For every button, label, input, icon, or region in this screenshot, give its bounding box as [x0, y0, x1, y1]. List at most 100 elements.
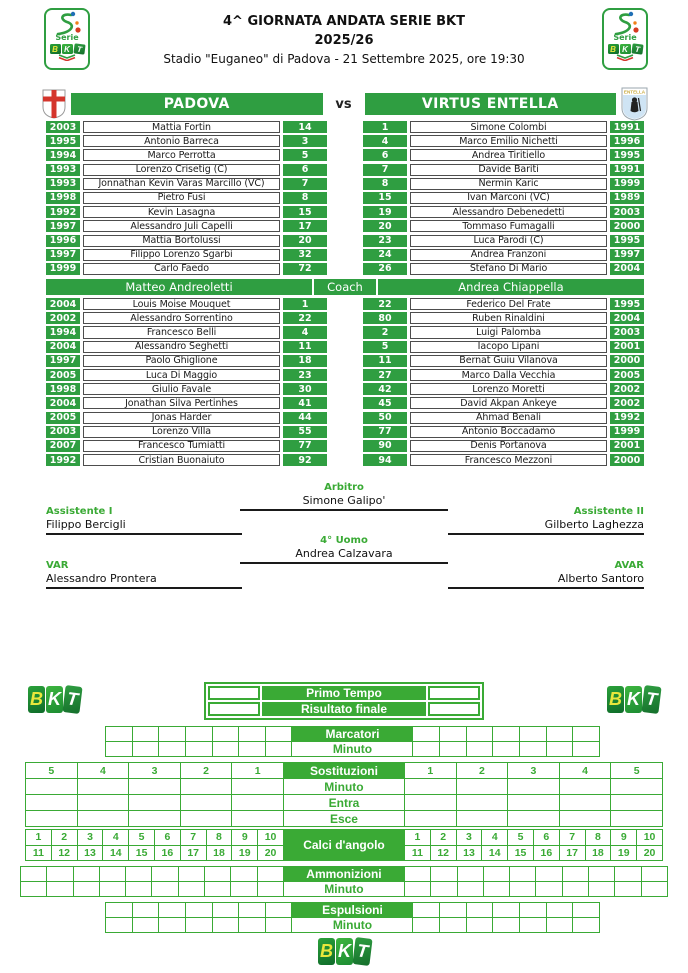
player-birth-year: 2004	[46, 340, 80, 353]
player-number: 8	[363, 177, 407, 190]
final-result-label: Risultato finale	[262, 702, 426, 716]
vs-label: vs	[335, 96, 352, 112]
player-row: 1995 Antonio Barreca 3	[46, 135, 327, 148]
blank-cell	[76, 794, 130, 811]
player-number: 6	[363, 149, 407, 162]
player-name: Antonio Boccadamo	[410, 425, 607, 438]
blank-cell	[211, 902, 240, 918]
player-name: Filippo Lorenzo Sgarbi	[83, 248, 280, 261]
player-number: 50	[363, 411, 407, 424]
section-label-cell: Sostituzioni	[282, 762, 405, 779]
blank-cell	[403, 810, 457, 827]
blank-cell	[231, 794, 284, 811]
player-number: 23	[363, 234, 407, 247]
fourth-official-label: 4° Uomo	[320, 535, 368, 546]
blank-cell	[72, 881, 100, 897]
blank-cell	[507, 778, 560, 795]
player-name: Jonas Harder	[83, 411, 280, 424]
player-number: 30	[283, 383, 327, 396]
home-starters-list: 2003 Mattia Fortin 14 1995 Antonio Barreca 3 1…	[46, 121, 327, 277]
blank-cell	[439, 917, 467, 933]
blank-cell	[19, 866, 48, 882]
blank-cell	[558, 794, 612, 811]
slot-number-cell: 4	[76, 762, 130, 779]
result-box: Primo Tempo Risultato finale	[204, 682, 484, 720]
player-birth-year: 1999	[610, 425, 644, 438]
blank-cell	[492, 726, 521, 742]
player-number: 15	[363, 191, 407, 205]
slot-number-cell: 20	[636, 844, 663, 861]
svg-text:ENTELLA: ENTELLA	[624, 89, 646, 94]
slot-number-cell: 18	[584, 844, 612, 861]
bkt-letter-b: B	[28, 686, 45, 713]
blank-cell	[128, 794, 181, 811]
player-number: 18	[283, 354, 327, 367]
starters-rows: 2003 Mattia Fortin 14 1995 Antonio Barreca 3 1…	[46, 121, 644, 277]
player-name: Paolo Ghiglione	[83, 354, 280, 367]
slot-number-cell: 2	[455, 762, 509, 779]
serie-word: Serie	[613, 33, 637, 42]
slot-number-cell: 4	[102, 829, 130, 846]
avar-label: AVAR	[614, 560, 644, 571]
blank-cell	[545, 741, 574, 757]
blank-cell	[151, 881, 179, 897]
final-result-row: Risultato finale	[208, 702, 480, 716]
player-row: 8 Nermin Karic 1999	[363, 177, 644, 190]
player-name: David Akpan Ankeye	[410, 397, 607, 410]
blank-cell	[610, 778, 663, 795]
blank-cell	[465, 726, 494, 742]
player-number: 7	[363, 163, 407, 176]
blank-cell	[430, 881, 458, 897]
blank-cell	[519, 726, 547, 742]
player-row: 80 Ruben Rinaldini 2004	[363, 312, 644, 325]
blank-cell	[184, 741, 213, 757]
blank-cell	[545, 902, 574, 918]
blank-cell	[430, 866, 458, 882]
blank-cell	[128, 810, 181, 827]
section-label-cell: Minuto	[282, 778, 405, 795]
player-number: 4	[283, 326, 327, 339]
player-number: 4	[363, 135, 407, 148]
blank-cell	[412, 917, 441, 933]
slot-number-cell: 7	[179, 829, 207, 846]
player-number: 8	[283, 191, 327, 205]
player-row: 26 Stefano Di Mario 2004	[363, 262, 644, 275]
player-number: 3	[283, 135, 327, 148]
slot-number-cell: 2	[179, 762, 233, 779]
referee-block: Arbitro Simone Galipo'	[240, 481, 448, 511]
slot-number-cell: 15	[507, 844, 534, 861]
player-name: Tommaso Fumagalli	[410, 220, 607, 233]
bkt-logo-bottom: B K T	[318, 937, 373, 966]
bkt-logo-left: B K T	[28, 685, 83, 714]
bkt-letter-t: T	[72, 43, 86, 55]
player-birth-year: 2004	[610, 312, 644, 325]
bkt-letter-t: T	[62, 685, 83, 714]
entella-crest-icon: ENTELLA	[621, 87, 648, 121]
assistant2-name: Gilberto Laghezza	[448, 518, 644, 535]
scorers-grid: Marcatori Minuto	[105, 726, 600, 757]
player-birth-year: 1994	[46, 149, 80, 162]
serie-bkt-logo-left: Serie B K T	[44, 8, 90, 70]
blank-cell	[231, 778, 284, 795]
corners-grid: 1 2 3 4 5 6 7 8 9 10 Calci d'angolo 1 2 3 4 5 6 7 8 9 10 11 12…	[25, 829, 663, 861]
player-birth-year: 2005	[610, 369, 644, 382]
player-row: 1994 Marco Perrotta 5	[46, 149, 327, 162]
player-number: 11	[283, 340, 327, 353]
blank-cell	[492, 741, 521, 757]
blank-cell	[125, 881, 153, 897]
blank-cell	[238, 917, 266, 933]
player-number: 6	[283, 163, 327, 176]
player-row: 2007 Francesco Tumiatti 77	[46, 439, 327, 453]
player-name: Alessandro Debenedetti	[410, 206, 607, 219]
player-birth-year: 1996	[610, 135, 644, 148]
player-number: 19	[363, 206, 407, 219]
bkt-logo-mini: B K T	[607, 43, 644, 55]
serie-bkt-player-icon	[56, 11, 81, 36]
player-name: Ruben Rinaldini	[410, 312, 607, 325]
blank-cell	[158, 917, 186, 933]
player-birth-year: 1997	[610, 248, 644, 261]
player-birth-year: 2003	[610, 326, 644, 339]
player-number: 32	[283, 248, 327, 261]
blank-cell	[204, 881, 232, 897]
